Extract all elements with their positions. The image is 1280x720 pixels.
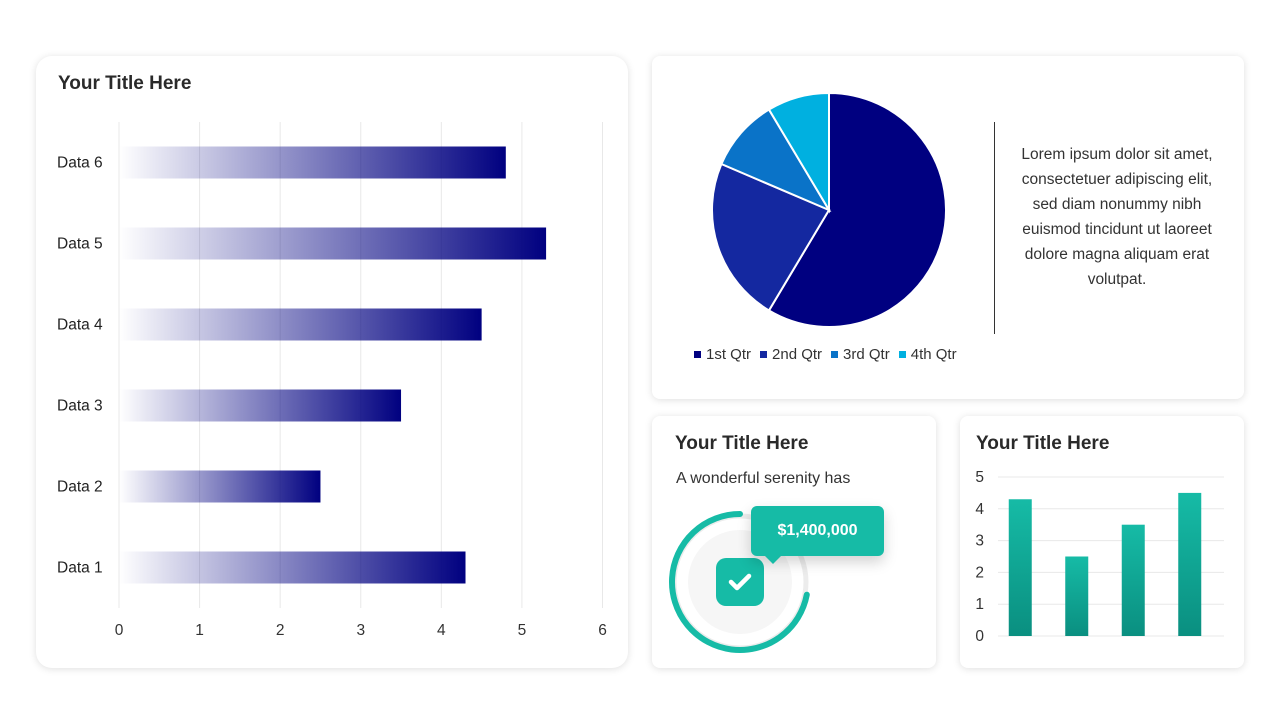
- progress-arc: [669, 511, 810, 653]
- pie-slice: [720, 108, 832, 213]
- pie-chart-card: 1st Qtr 2nd Qtr 3rd Qtr 4th Qtr Lorem ipsum…: [652, 56, 1244, 399]
- bar: [119, 551, 466, 584]
- column: [1008, 499, 1032, 636]
- column-chart-card: Your Title Here 0 1 2 3 4 5: [960, 416, 1244, 668]
- y-tick-label: Data 3: [57, 398, 103, 415]
- y-tick-label: 1: [975, 596, 984, 613]
- legend-swatch: [898, 351, 906, 358]
- pie-description: Lorem ipsum dolor sit amet, consectetuer…: [1021, 146, 1213, 288]
- column: [1178, 492, 1202, 636]
- y-tick-label: 2: [975, 564, 984, 581]
- y-tick-label: Data 5: [57, 236, 103, 253]
- check-icon: [716, 558, 764, 606]
- y-tick-label: 0: [975, 628, 984, 645]
- column-chart: 0 1 2 3 4 5: [975, 469, 1224, 645]
- x-tick-label: 0: [115, 622, 124, 639]
- bar: [119, 470, 321, 503]
- legend-item: 4th Qtr: [898, 346, 957, 363]
- kpi-card: Your Title Here A wonderful serenity has…: [652, 416, 936, 668]
- pie-slice: [767, 91, 947, 328]
- kpi-title: Your Title Here: [675, 433, 809, 454]
- x-tick-label: 4: [437, 622, 446, 639]
- legend-swatch: [694, 351, 701, 358]
- pie-slice: [767, 91, 830, 214]
- y-tick-label: Data 2: [57, 479, 103, 496]
- pie-legend: 1st Qtr 2nd Qtr 3rd Qtr 4th Qtr: [694, 346, 957, 363]
- legend-label: 2nd Qtr: [772, 346, 823, 363]
- legend-label: 1st Qtr: [706, 346, 752, 363]
- kpi-value-tag: $1,400,000: [751, 506, 884, 564]
- x-tick-label: 2: [276, 622, 285, 639]
- kpi-subtitle: A wonderful serenity has: [676, 470, 851, 487]
- bar: [119, 389, 402, 422]
- pie-chart: [711, 91, 947, 328]
- bar-chart-title: Your Title Here: [58, 73, 192, 94]
- legend-swatch: [831, 351, 839, 358]
- bar: [119, 146, 506, 179]
- y-tick-label: 4: [975, 501, 984, 518]
- column: [1121, 524, 1145, 636]
- horizontal-bar-chart: 0 1 2 3 4 5 6 Data 1 Data 2 Data 3 Data 4 Data 5 Dat…: [57, 122, 607, 639]
- legend-label: 3rd Qtr: [843, 346, 890, 363]
- y-tick-label: Data 1: [57, 560, 103, 577]
- x-tick-label: 1: [195, 622, 204, 639]
- bar: [119, 308, 482, 341]
- bar: [119, 227, 547, 260]
- x-tick-label: 6: [598, 622, 607, 639]
- y-tick-label: 3: [975, 533, 984, 550]
- y-tick-label: Data 6: [57, 155, 103, 172]
- legend-item: 3rd Qtr: [831, 346, 890, 363]
- legend-item: 2nd Qtr: [760, 346, 822, 363]
- y-tick-label: 5: [975, 469, 984, 486]
- x-tick-label: 3: [356, 622, 365, 639]
- x-tick-label: 5: [518, 622, 527, 639]
- y-tick-label: Data 4: [57, 317, 103, 334]
- legend-item: 1st Qtr: [694, 346, 751, 363]
- divider: [994, 122, 995, 334]
- bar-chart-card: Your Title Here 0 1 2 3 4 5 6 Data 1 Data 2 Data …: [36, 56, 628, 668]
- legend-swatch: [760, 351, 768, 358]
- legend-label: 4th Qtr: [910, 346, 957, 363]
- column-chart-title: Your Title Here: [976, 433, 1110, 454]
- pie-slice: [711, 162, 831, 312]
- column: [1065, 556, 1089, 636]
